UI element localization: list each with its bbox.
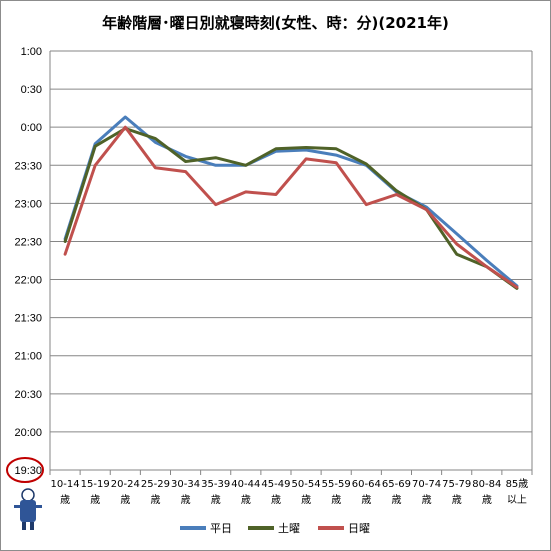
x-tick-label: 30-34 歳 [171,479,200,506]
y-tick-label: 20:00 [14,427,42,439]
series-lines [63,115,519,290]
y-tick-label: 21:00 [14,351,42,363]
x-tick-label: 80-84 歳 [472,479,501,506]
y-tick-label: 23:00 [14,198,42,210]
y-tick-label: 21:30 [14,313,42,325]
x-tick-label: 75-79 歳 [442,479,471,506]
legend: 平日 土曜 日曜 [180,522,370,535]
gridlines [49,50,533,471]
x-axis-ticks: 10-14 歳15-19 歳20-24 歳25-29 歳30-34 歳35-39 歳40-4… [49,470,533,506]
y-axis-ticks: 1:00 0:30 0:00 23:30 23:00 22:30 22:00 21:30 21:… [14,46,42,477]
series-line [63,115,519,288]
x-tick-label: 85歳以上 [506,478,529,506]
x-tick-label: 55-59 歳 [322,479,351,506]
x-tick-label: 10-14 歳 [51,479,80,506]
legend-label: 土曜 [278,522,300,535]
x-tick-label: 35-39 歳 [201,479,230,506]
y-tick-label: 0:00 [21,122,42,134]
highlight-circle [6,457,44,483]
x-tick-label: 65-69 歳 [382,479,411,506]
x-tick-label: 15-19 歳 [81,479,110,506]
y-tick-label: 23:30 [14,160,42,172]
x-tick-label: 45-49 歳 [261,479,290,506]
series-line [63,127,519,290]
x-tick-label: 70-74 歳 [412,479,441,506]
x-tick-label: 25-29 歳 [141,479,170,506]
y-tick-label: 22:30 [14,236,42,248]
x-tick-label: 50-54 歳 [292,479,321,506]
series-line [63,125,519,289]
highlight-badge [6,457,44,530]
chart-title: 年齢階層･曜日別就寝時刻(女性、時：分)(2021年) [102,14,449,32]
legend-label: 平日 [210,522,232,535]
y-tick-label: 22:00 [14,275,42,287]
y-tick-label: 1:00 [21,46,42,58]
y-tick-label: 19:30 [14,465,42,477]
mascot-icon [14,488,42,530]
x-tick-label: 60-64 歳 [352,479,381,506]
x-tick-label: 40-44 歳 [231,479,260,506]
x-tick-label: 20-24 歳 [111,479,140,506]
y-tick-label: 20:30 [14,389,42,401]
y-tick-label: 0:30 [21,84,42,96]
legend-label: 日曜 [348,522,370,535]
